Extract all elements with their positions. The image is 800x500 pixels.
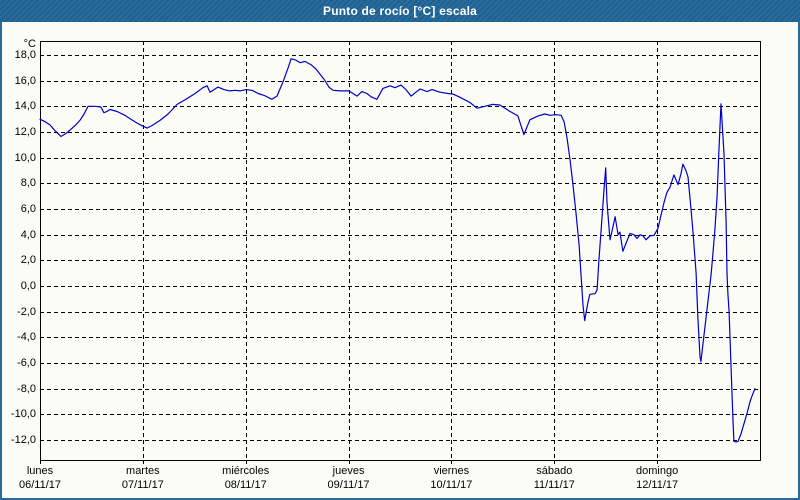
y-axis-tick-label: -6,0 — [17, 356, 36, 369]
y-axis-tick-label: 10,0 — [14, 151, 36, 164]
y-axis-tick-label: 2,0 — [20, 254, 36, 267]
y-axis-tick-label: 16,0 — [14, 74, 36, 87]
x-axis-date-label: 09/11/17 — [327, 479, 370, 491]
y-axis-tick-label: -2,0 — [17, 305, 36, 318]
x-axis-day-label: domingo — [636, 465, 679, 477]
x-axis-date-label: 12/11/17 — [636, 479, 679, 491]
x-axis-day-label: jueves — [332, 465, 365, 477]
y-axis-tick-label: 14,0 — [14, 100, 36, 113]
x-axis-date-label: 06/11/17 — [18, 479, 61, 491]
title-bar: Punto de rocío [°C] escala — [0, 0, 800, 22]
dewpoint-line — [39, 58, 756, 443]
y-axis-tick-label: 6,0 — [20, 202, 36, 215]
y-axis-tick-label: -4,0 — [17, 331, 36, 344]
x-axis-day-label: miércoles — [222, 465, 270, 477]
y-axis-tick-label: -10,0 — [10, 408, 36, 421]
y-axis-tick-label: 4,0 — [20, 228, 36, 241]
y-axis-tick-label: 8,0 — [20, 177, 36, 190]
x-axis-day-label: viernes — [433, 465, 470, 477]
x-axis-day-label: martes — [126, 465, 160, 477]
x-axis-date-label: 10/11/17 — [430, 479, 473, 491]
x-axis-date-label: 07/11/17 — [121, 479, 164, 491]
x-axis-day-label: sábado — [536, 465, 573, 477]
x-axis-day-label: lunes — [26, 465, 54, 477]
y-axis-tick-label: 12,0 — [14, 125, 36, 138]
plot-border — [40, 41, 761, 461]
x-axis-date-label: 11/11/17 — [533, 479, 575, 491]
window-title: Punto de rocío [°C] escala — [322, 4, 478, 18]
x-axis-date-label: 08/11/17 — [224, 479, 267, 491]
y-axis-tick-label: -12,0 — [10, 433, 36, 446]
y-axis-tick-label: -8,0 — [17, 382, 36, 395]
y-axis-unit-label: °C — [23, 38, 36, 50]
y-axis-tick-label: 18,0 — [14, 48, 36, 61]
y-axis-tick-label: 0,0 — [20, 279, 36, 292]
